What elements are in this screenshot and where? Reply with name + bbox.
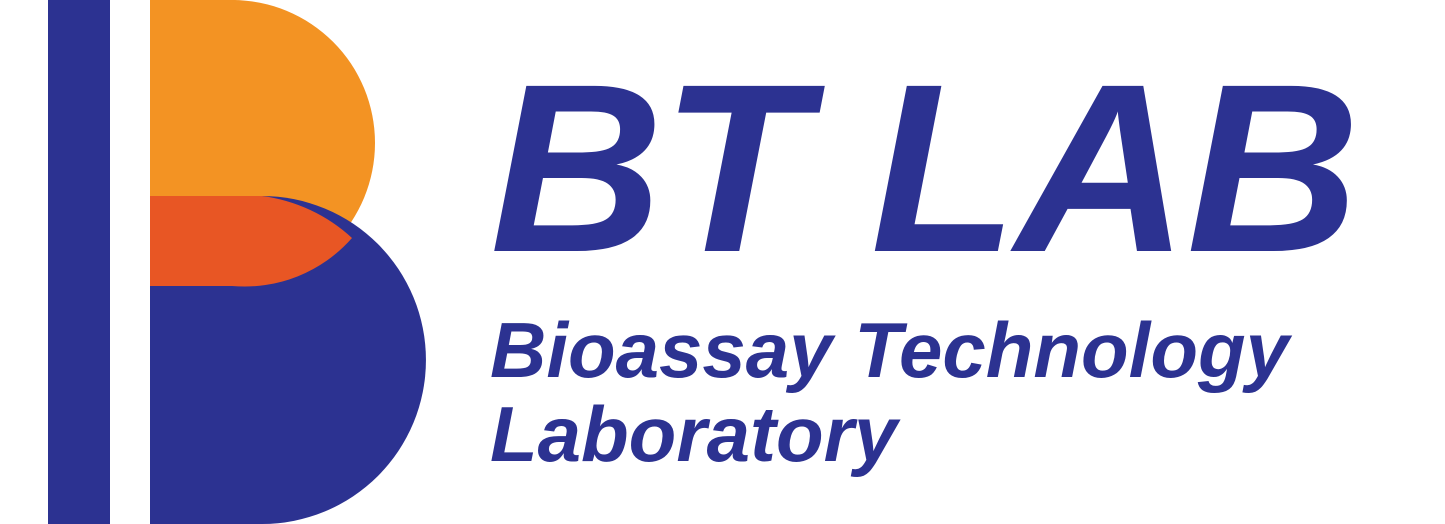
logo-top-group [48, 0, 426, 524]
logo-main-title: BT LAB [490, 48, 1445, 288]
logo-vertical-bar [48, 0, 110, 524]
logo-mark [0, 0, 430, 524]
logo-text-block: BT LAB Bioassay Technology Laboratory [430, 48, 1445, 476]
logo-subtitle-line2: Laboratory [490, 390, 897, 478]
logo-container: BT LAB Bioassay Technology Laboratory [0, 0, 1445, 524]
logo-subtitle-line1: Bioassay Technology [490, 306, 1289, 394]
logo-mark-svg [0, 0, 430, 524]
logo-subtitle: Bioassay Technology Laboratory [490, 308, 1445, 476]
